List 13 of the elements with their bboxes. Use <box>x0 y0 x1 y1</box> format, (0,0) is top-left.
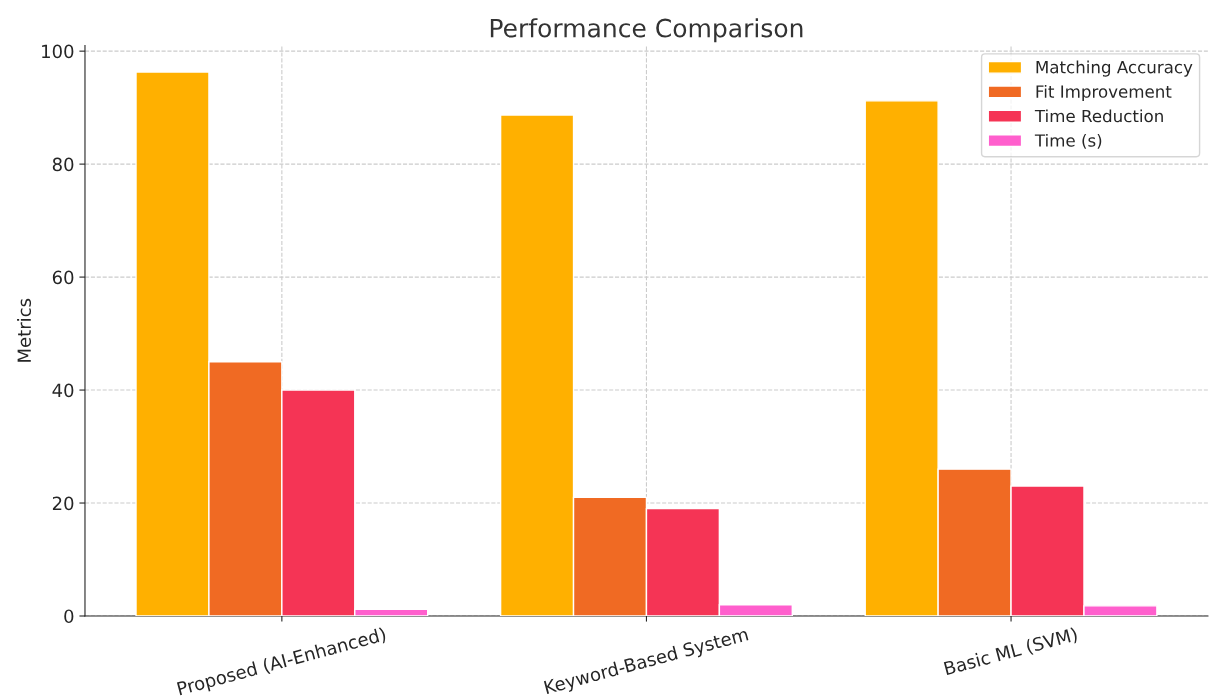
x-tick-label: Basic ML (SVM) <box>943 626 1079 678</box>
legend-label: Time (s) <box>1034 133 1102 149</box>
y-tick-label: 80 <box>52 157 74 172</box>
y-tick-label: 20 <box>52 496 74 511</box>
y-tick-label: 0 <box>64 609 74 624</box>
y-tick-label: 60 <box>52 270 74 285</box>
legend-label: Time Reduction <box>1034 109 1163 123</box>
legend-label: Matching Accuracy <box>1036 60 1193 77</box>
legend-label: Fit Improvement <box>1036 84 1172 102</box>
y-tick-label: 100 <box>42 44 74 59</box>
y-tick-label: 40 <box>52 383 74 398</box>
chart-title: Performance Comparison <box>490 18 803 43</box>
y-axis-title: Metrics <box>17 298 32 362</box>
